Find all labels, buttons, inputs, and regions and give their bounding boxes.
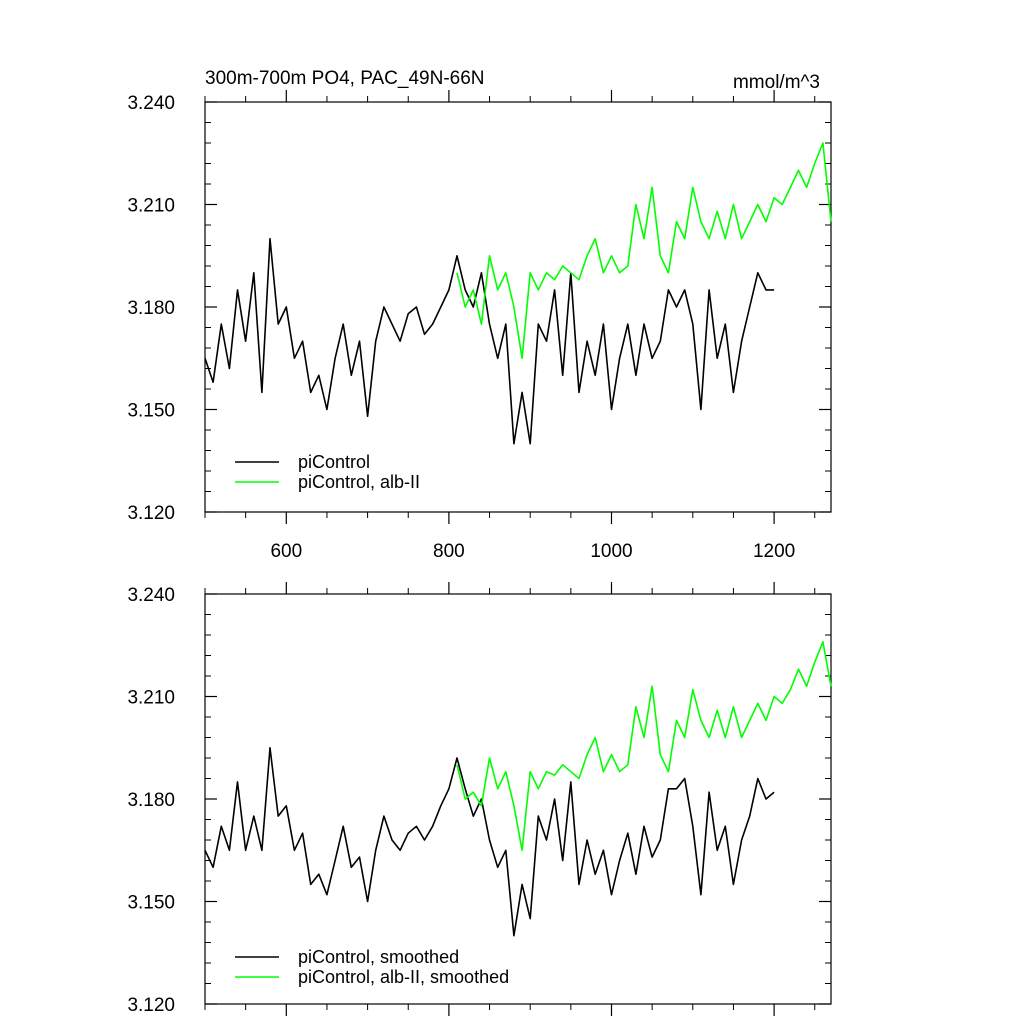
series-line-alb-ii [456,142,832,360]
chart-title: 300m-700m PO4, PAC_49N-66N [205,68,485,89]
plot-frame [204,101,832,513]
top-panel: 300m-700m PO4, PAC_49N-66N mmol/m^3 3.12… [127,68,832,562]
y-tick-label: 3.210 [127,196,175,217]
y-tick-label: 3.150 [127,401,175,422]
axis-tick-labels: 3.120 3.150 3.180 3.210 3.240 [127,585,175,1016]
y-tick-label: 3.240 [127,93,175,114]
legend-label: piControl, smoothed [298,947,459,967]
plot-frame [204,593,832,1005]
legend-label: piControl, alb-II, smoothed [298,967,509,987]
axis-ticks [204,582,831,1016]
series-line-picontrol [204,746,775,937]
y-tick-label: 3.180 [127,298,175,319]
bottom-panel: 3.120 3.150 3.180 3.210 3.240 piControl, smo… [127,582,832,1016]
series-line-alb-ii [456,640,832,852]
y-tick-label: 3.120 [127,503,175,524]
x-tick-label: 1200 [753,541,795,562]
axis-ticks [204,90,831,524]
y-tick-label: 3.180 [127,790,175,811]
legend-label: piControl, alb-II [298,472,420,492]
y-tick-label: 3.240 [127,585,175,606]
x-tick-label: 800 [433,541,465,562]
y-tick-label: 3.210 [127,688,175,709]
units-label: mmol/m^3 [733,72,820,93]
legend-label: piControl [298,452,370,472]
y-tick-label: 3.150 [127,893,175,914]
series-line-picontrol [204,237,775,445]
series-layer [204,142,832,445]
series-layer [204,640,832,937]
axis-tick-labels: 3.120 3.150 3.180 3.210 3.240 600 800 1000 1200 [127,93,795,562]
y-tick-label: 3.120 [127,995,175,1016]
x-tick-label: 600 [270,541,302,562]
x-tick-label: 1000 [590,541,632,562]
